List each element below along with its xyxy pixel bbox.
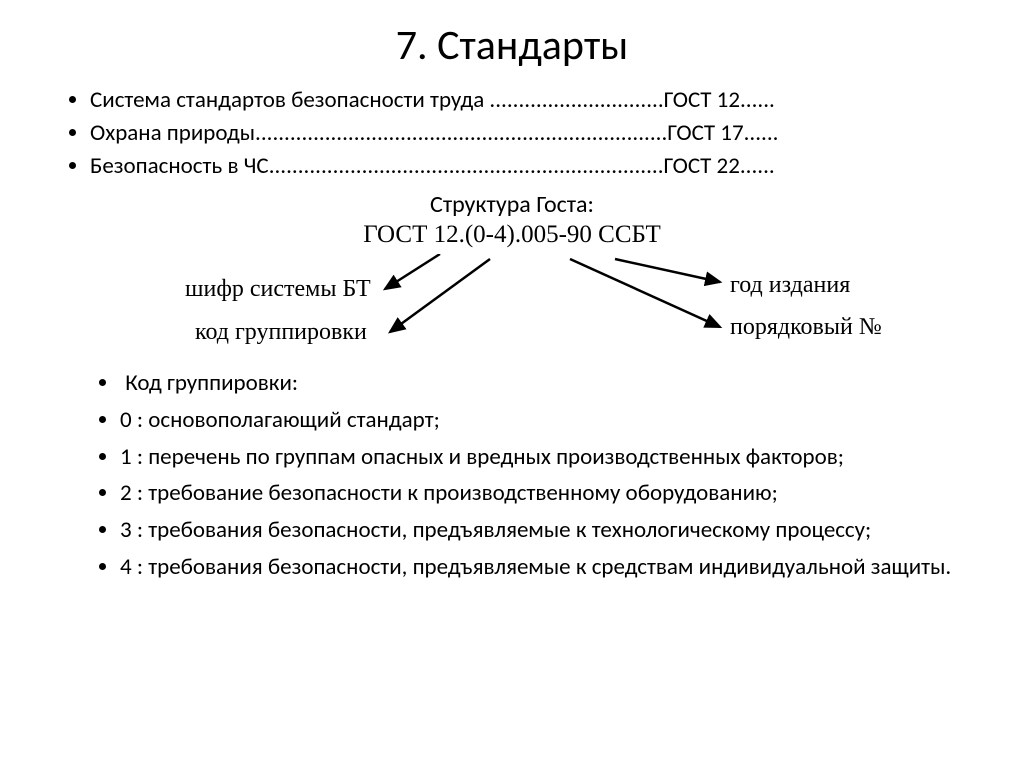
standards-list: Система стандартов безопасности труда ..…: [40, 86, 984, 180]
list-item: 3 : требования безопасности, предъявляем…: [120, 516, 984, 545]
label-group-code: код группировки: [195, 319, 367, 346]
list-item: 0 : основополагающий стандарт;: [120, 406, 984, 435]
slide-title: 7. Стандарты: [40, 20, 984, 71]
structure-heading: Структура Госта:: [40, 190, 984, 219]
grouping-code-list: Код группировки: 0 : основополагающий ст…: [60, 369, 984, 582]
gost-code-example: ГОСТ 12.(0-4).005-90 ССБТ: [40, 221, 984, 249]
list-item: Охрана природы..........................…: [90, 119, 984, 147]
list-item: Безопасность в ЧС.......................…: [90, 152, 984, 180]
list-item: 2 : требование безопасности к производст…: [120, 479, 984, 508]
list-item: 4 : требования безопасности, предъявляем…: [120, 553, 984, 582]
label-cipher: шифр системы БТ: [185, 276, 371, 303]
label-ordinal: порядковый №: [730, 314, 882, 341]
label-year: год издания: [730, 272, 850, 299]
list-item: Система стандартов безопасности труда ..…: [90, 86, 984, 114]
list-item: Код группировки:: [120, 369, 984, 398]
gost-structure-diagram: шифр системы БТ код группировки год изда…: [40, 254, 984, 354]
list-item: 1 : перечень по группам опасных и вредны…: [120, 443, 984, 472]
